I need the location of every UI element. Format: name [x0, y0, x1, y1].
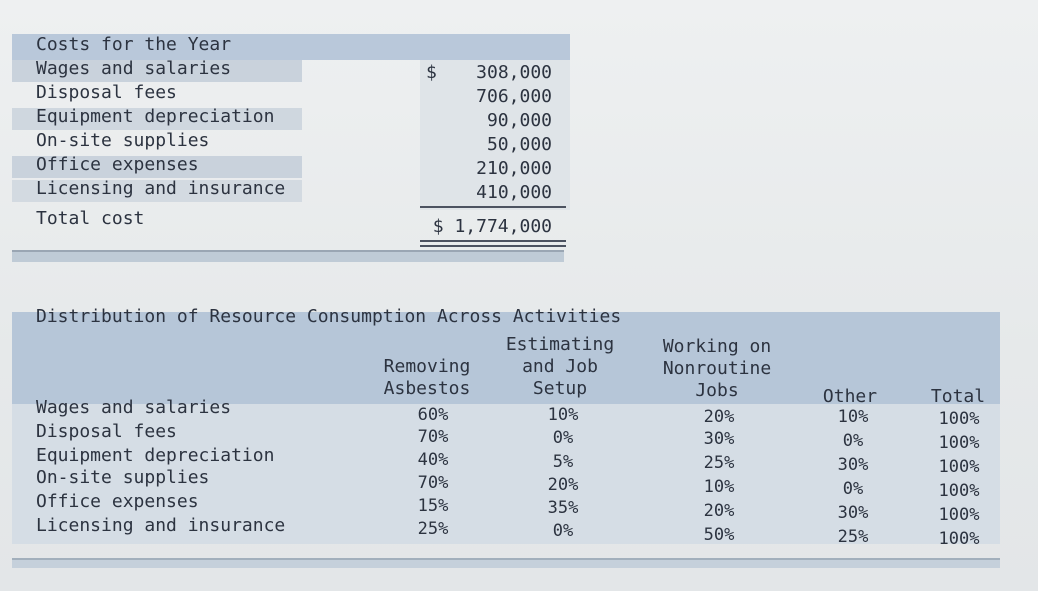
pct-cell: 100%: [938, 505, 980, 525]
pct-cell: 25%: [417, 519, 449, 539]
pct-cell: 20%: [547, 475, 579, 495]
pct-cell: 30%: [837, 503, 869, 523]
costs-header-bar: [12, 34, 570, 60]
column-header: Other: [822, 386, 878, 407]
row-label: Licensing and insurance: [36, 515, 286, 536]
row-label: Disposal fees: [36, 421, 177, 442]
pct-cell: 0%: [552, 521, 574, 541]
total-double-rule-top: [420, 240, 566, 242]
pct-cell: 15%: [417, 496, 449, 516]
cost-item-label: On-site supplies: [36, 130, 210, 151]
pct-cell: 35%: [547, 498, 579, 518]
pct-cell: 0%: [552, 428, 574, 448]
pct-cell: 25%: [703, 453, 735, 473]
cost-item-value: 308,000: [476, 62, 552, 83]
cost-item-value: 50,000: [486, 134, 552, 155]
pct-cell: 50%: [703, 525, 735, 545]
pct-cell: 70%: [417, 427, 449, 447]
pct-cell: 40%: [417, 450, 449, 470]
cost-item-value: 90,000: [486, 110, 552, 131]
pct-cell: 30%: [837, 455, 869, 475]
pct-cell: 100%: [938, 409, 980, 429]
column-header: Removing Asbestos: [383, 356, 471, 399]
cost-item-label: Licensing and insurance: [36, 178, 286, 199]
pct-cell: 10%: [547, 405, 579, 425]
row-label: Wages and salaries: [36, 397, 232, 418]
row-label: Office expenses: [36, 491, 199, 512]
pct-cell: 20%: [703, 501, 735, 521]
pct-cell: 60%: [417, 405, 449, 425]
costs-table: Costs for the Year Wages and salaries Di…: [12, 32, 572, 272]
costs-header: Costs for the Year: [36, 34, 232, 55]
row-label: On-site supplies: [36, 467, 210, 488]
total-double-rule-bottom: [420, 245, 566, 247]
distribution-title: Distribution of Resource Consumption Acr…: [36, 306, 622, 327]
pct-cell: 10%: [837, 407, 869, 427]
currency-symbol: $: [426, 62, 437, 83]
cost-item-label: Disposal fees: [36, 82, 177, 103]
cost-item-label: Wages and salaries: [36, 58, 232, 79]
total-cost-label: Total cost: [36, 208, 145, 229]
pct-cell: 5%: [552, 452, 574, 472]
pct-cell: 0%: [842, 479, 864, 499]
column-header: Estimating and Job Setup: [505, 334, 615, 399]
pct-cell: 25%: [837, 527, 869, 547]
costs-bottom-border: [12, 250, 564, 262]
total-cost-value: $ 1,774,000: [432, 216, 552, 237]
distribution-body-bg: [12, 404, 1000, 544]
cost-item-label: Equipment depreciation: [36, 106, 275, 127]
pct-cell: 100%: [938, 481, 980, 501]
pct-cell: 70%: [417, 473, 449, 493]
pct-cell: 100%: [938, 457, 980, 477]
costs-value-column: [420, 60, 570, 210]
pct-cell: 20%: [703, 407, 735, 427]
distribution-header-bg: [12, 312, 1000, 404]
pct-cell: 100%: [938, 529, 980, 549]
subtotal-rule: [420, 206, 566, 208]
pct-cell: 10%: [703, 477, 735, 497]
cost-item-value: 410,000: [476, 182, 552, 203]
row-label: Equipment depreciation: [36, 445, 275, 466]
pct-cell: 30%: [703, 429, 735, 449]
column-header: Total: [930, 386, 986, 407]
cost-item-value: 706,000: [476, 86, 552, 107]
distribution-bottom-border: [12, 558, 1000, 568]
column-header: Working on Nonroutine Jobs: [662, 336, 772, 401]
distribution-table: Distribution of Resource Consumption Acr…: [12, 306, 1002, 576]
cost-item-label: Office expenses: [36, 154, 199, 175]
cost-item-value: 210,000: [476, 158, 552, 179]
pct-cell: 0%: [842, 431, 864, 451]
pct-cell: 100%: [938, 433, 980, 453]
